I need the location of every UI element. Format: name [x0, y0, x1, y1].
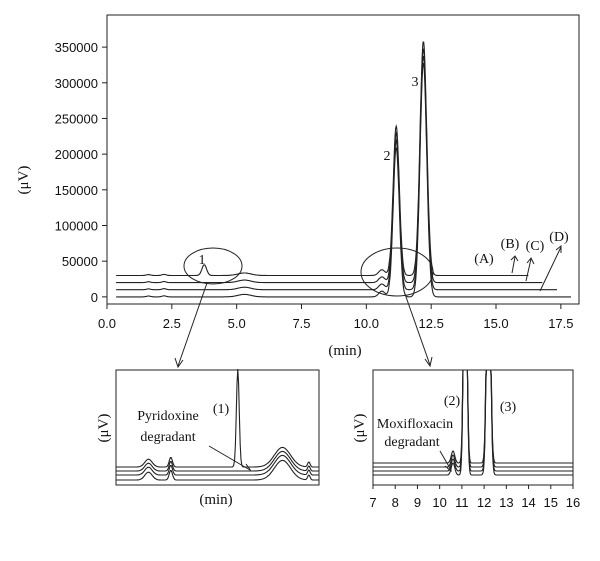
inset-1-annotation-line1: Pyridoxine [137, 409, 198, 424]
inset-2-y-axis-label: (μV) [352, 414, 368, 443]
inset-2-x-tick-label: 11 [455, 495, 469, 510]
chromatogram-trace-d [116, 41, 529, 277]
x-tick-label: 7.5 [292, 316, 310, 331]
x-tick-label: 15.0 [483, 316, 508, 331]
inset-1-x-axis-label: (min) [199, 492, 232, 508]
peak-label-2: 2 [384, 149, 391, 164]
y-tick-label: 50000 [62, 254, 98, 269]
zoom-ellipse-2 [360, 247, 434, 297]
arrowhead-b [510, 255, 519, 262]
x-tick-label: 5.0 [228, 316, 246, 331]
arrow-d [539, 246, 562, 292]
zoom-arrowhead-2 [424, 356, 433, 368]
chromatogram-trace-b [116, 55, 557, 291]
main-axes: 0.0 2.5 5.0 7.5 10.0 12.5 15.0 17.5 0 50000 100000… [55, 40, 574, 331]
y-tick-label: 350000 [55, 40, 98, 55]
inset-2-x-tick-label: 13 [499, 495, 513, 510]
main-traces [116, 41, 571, 298]
inset-2-annotation-arrowhead [444, 463, 452, 473]
inset-1-trace [116, 454, 319, 476]
inset-2-frame [372, 369, 574, 486]
main-x-axis-label: (min) [328, 343, 361, 359]
inset-1-frame [115, 369, 320, 486]
zoom-arrowhead-1 [174, 357, 184, 369]
inset-2-trace [373, 369, 573, 468]
inset-2-trace [373, 369, 573, 464]
inset-2-x-tick-label: 16 [566, 495, 580, 510]
inset-2-x-tick-label: 9 [414, 495, 421, 510]
series-label-arrows [510, 244, 562, 292]
inset-2-x-tick-label: 15 [544, 495, 558, 510]
inset-2-axes: 7 8 9 10 11 12 13 14 15 16 [369, 485, 580, 510]
arrowhead-c [526, 257, 535, 265]
inset-1-trace [116, 459, 319, 481]
inset-1-trace [116, 368, 319, 468]
inset-2-peak-label-2: (2) [444, 394, 461, 409]
inset-2-x-tick-label: 10 [432, 495, 446, 510]
series-label-a: (A) [474, 252, 494, 267]
peak-label-1: 1 [199, 253, 206, 268]
arrow-c [525, 258, 532, 282]
x-tick-label: 2.5 [163, 316, 181, 331]
x-tick-label: 17.5 [548, 316, 573, 331]
y-tick-label: 0 [91, 290, 98, 305]
chromatogram-trace-a [116, 62, 571, 298]
arrow-b [511, 256, 516, 274]
x-tick-label: 0.0 [98, 316, 116, 331]
y-tick-label: 250000 [55, 111, 98, 126]
inset-2-x-tick-label: 7 [369, 495, 376, 510]
series-label-c: (C) [526, 239, 545, 254]
peak-label-3: 3 [412, 75, 419, 90]
inset-2-x-tick-label: 8 [392, 495, 399, 510]
zoom-ellipse-1 [183, 247, 243, 285]
inset-2-x-tick-label: 14 [521, 495, 535, 510]
inset-1-annotation-line2: degradant [140, 430, 195, 445]
y-tick-label: 100000 [55, 219, 98, 234]
main-y-axis-label: (μV) [16, 166, 32, 195]
inset-2-trace [373, 369, 573, 476]
y-tick-label: 300000 [55, 76, 98, 91]
x-tick-label: 10.0 [354, 316, 379, 331]
inset-2-annotation-line1: Moxifloxacin [377, 417, 453, 432]
inset-1-annotation-arrowhead [243, 463, 252, 472]
zoom-arrow-1 [177, 282, 208, 367]
zoom-arrow-2 [404, 293, 431, 366]
inset-2-annotation-arrow [439, 450, 452, 471]
inset-2-x-tick-label: 12 [477, 495, 491, 510]
inset-1-trace [116, 450, 319, 472]
inset-1-annotation-arrow [208, 445, 251, 471]
inset-2-traces [373, 369, 573, 476]
main-plot-frame [106, 14, 580, 305]
chromatogram-trace-c [116, 48, 543, 284]
inset-1-peak-label: (1) [213, 402, 230, 417]
series-label-b: (B) [501, 237, 520, 252]
inset-2-trace [373, 369, 573, 472]
inset-2-annotation-line2: degradant [384, 435, 439, 450]
x-tick-label: 12.5 [419, 316, 444, 331]
inset-1-traces [116, 368, 319, 481]
inset-1-y-axis-label: (μV) [96, 414, 112, 443]
arrowhead-d [555, 244, 562, 253]
series-label-d: (D) [549, 230, 569, 245]
y-tick-label: 200000 [55, 147, 98, 162]
y-tick-label: 150000 [55, 183, 98, 198]
inset-2-peak-label-3: (3) [500, 400, 517, 415]
